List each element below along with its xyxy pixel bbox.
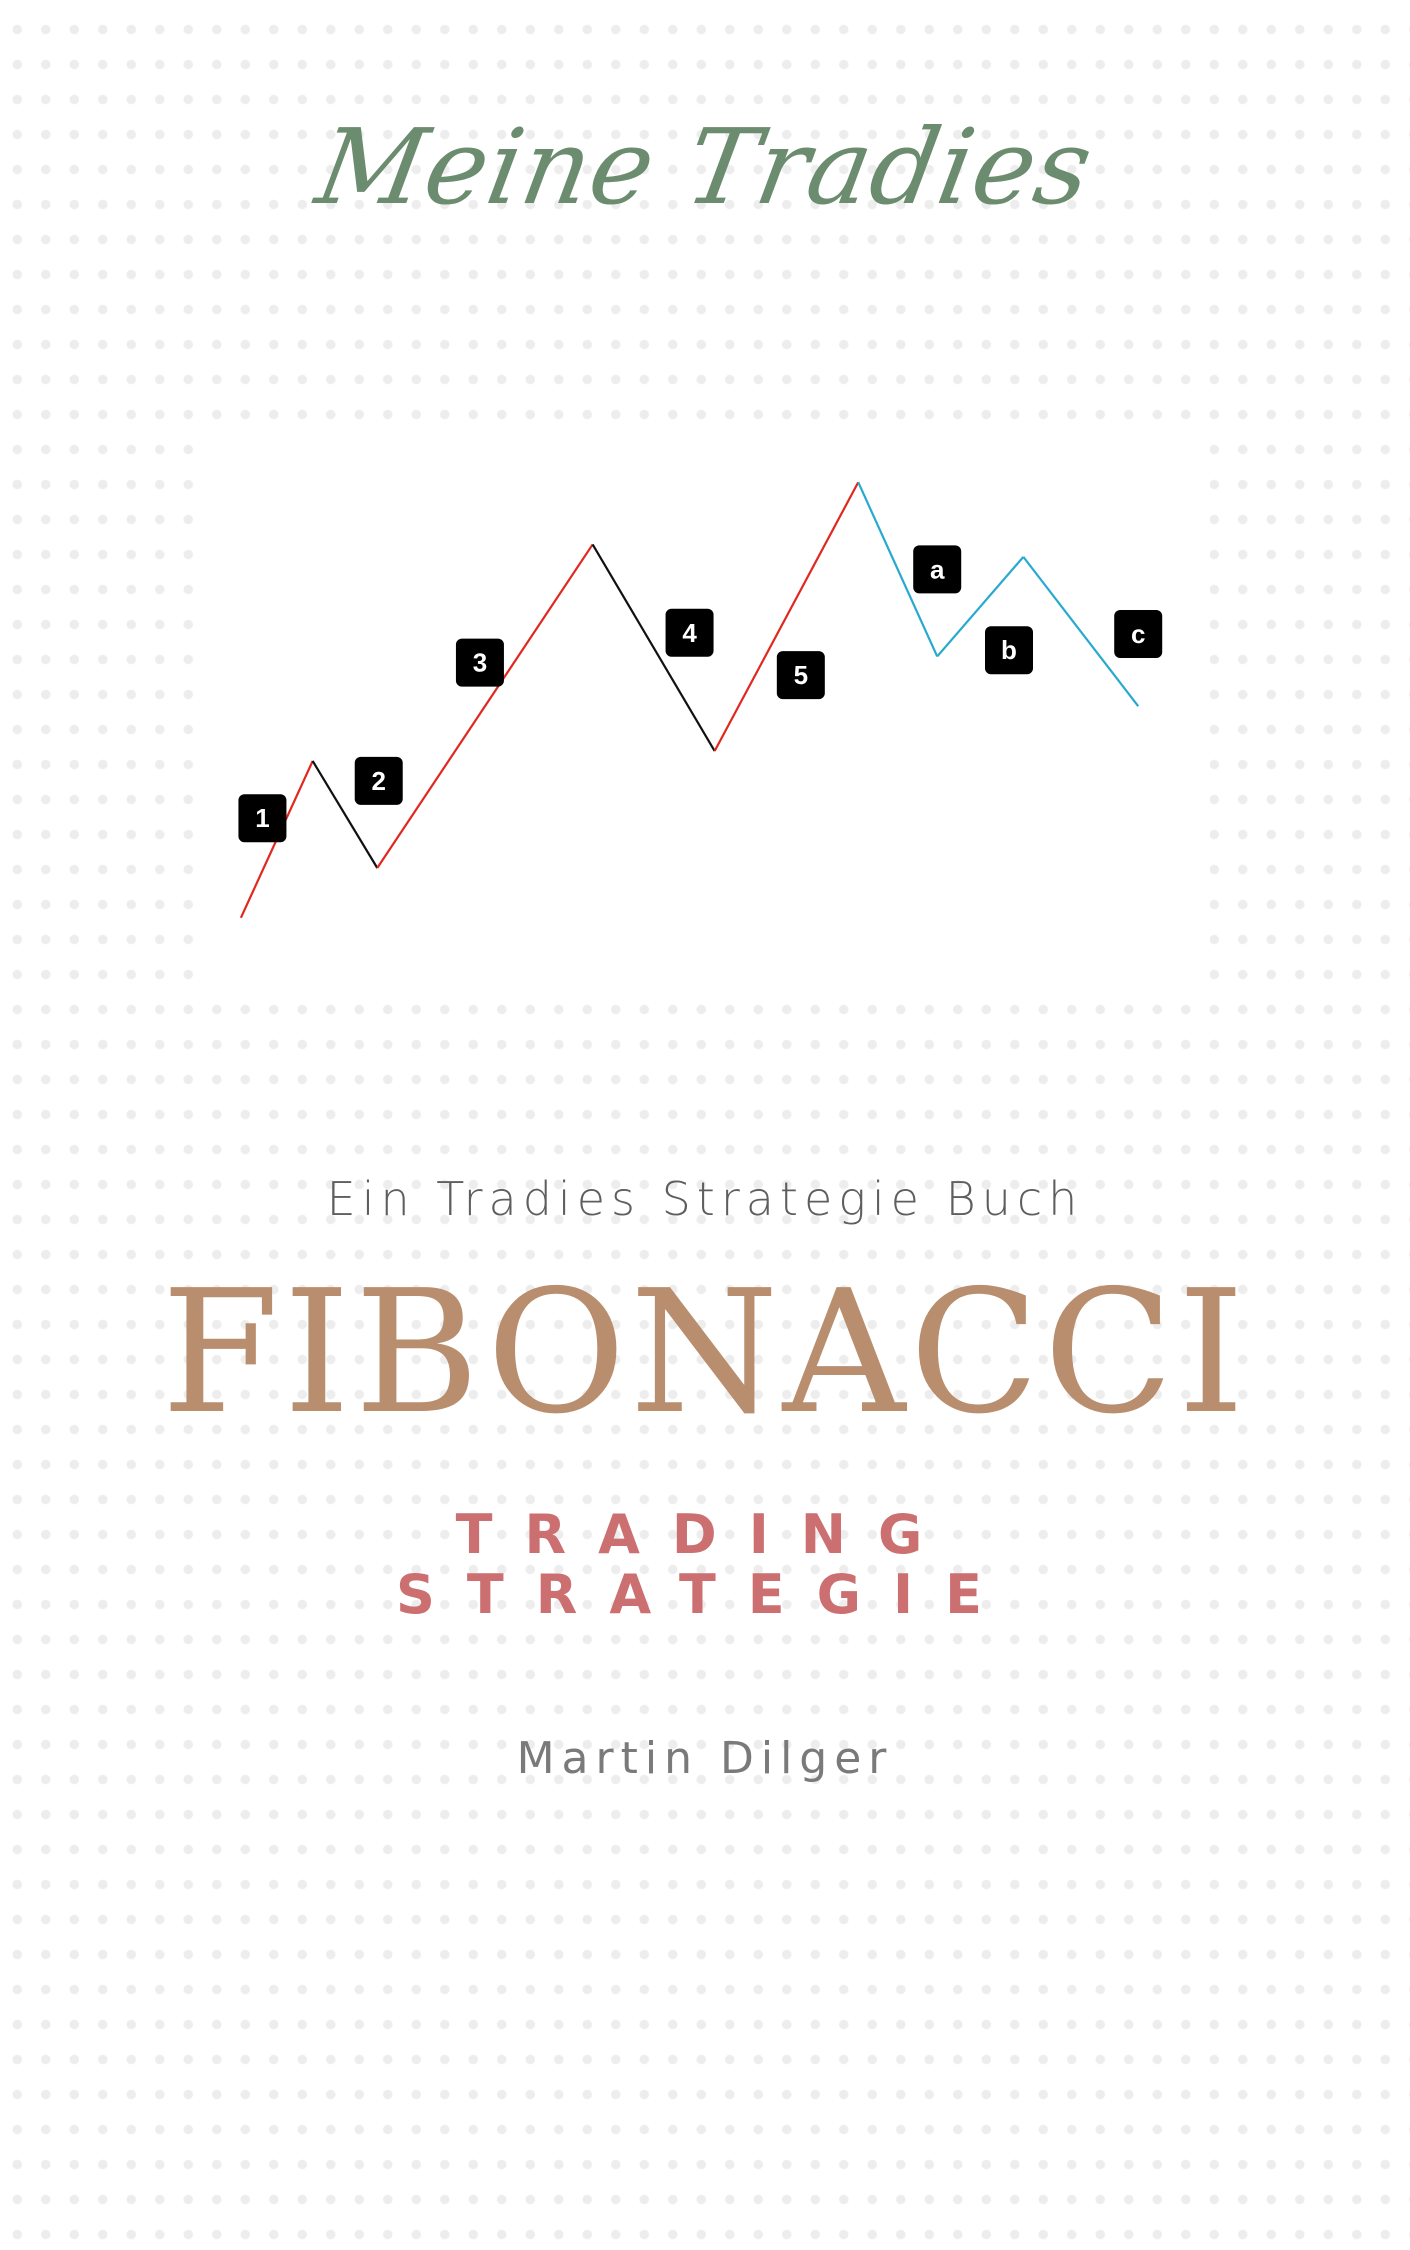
tagline-line-2: STRATEGIE — [396, 1563, 1014, 1626]
book-author: Martin Dilger — [516, 1733, 894, 1784]
brand-logo: Meine Tradies — [308, 106, 1102, 228]
wave-label-text: 2 — [371, 766, 385, 796]
wave-label-box — [238, 794, 287, 843]
book-title: FIBONACCI — [161, 1254, 1249, 1452]
wave-label-box — [354, 756, 403, 805]
wave-label-a: a — [913, 545, 962, 594]
wave-label-box — [1114, 610, 1163, 659]
wave-segment-impulse — [713, 481, 860, 752]
wave-label-box — [985, 626, 1033, 675]
wave-label-box — [913, 545, 962, 594]
wave-label-box — [665, 608, 714, 657]
wave-label-box — [776, 651, 825, 700]
wave-chart: 1 2 3 4 5 a b c — [205, 420, 1210, 980]
wave-label-text: 5 — [794, 660, 808, 690]
wave-label-text: 3 — [473, 648, 487, 678]
wave-segment-correction — [311, 760, 379, 869]
wave-label-text: 1 — [255, 803, 269, 833]
wave-label-text: b — [1001, 635, 1017, 665]
tagline-line-1: TRADING — [455, 1503, 955, 1566]
wave-segment-impulse — [376, 543, 594, 869]
wave-label-1: 1 — [238, 794, 287, 843]
wave-label-5: 5 — [776, 651, 825, 700]
wave-label-text: 4 — [682, 618, 697, 648]
wave-label-text: c — [1131, 619, 1145, 649]
wave-segment-abc — [857, 481, 939, 657]
wave-chart-svg: 1 2 3 4 5 a b c — [238, 481, 1163, 919]
wave-segment-abc — [1022, 556, 1140, 707]
wave-label-2: 2 — [354, 756, 403, 805]
wave-label-b: b — [985, 626, 1033, 675]
wave-segment-correction — [591, 543, 716, 752]
wave-label-3: 3 — [455, 638, 504, 687]
wave-label-box — [455, 638, 504, 687]
wave-label-c: c — [1114, 610, 1163, 659]
wave-segment-abc — [936, 556, 1025, 658]
wave-label-4: 4 — [665, 608, 714, 657]
wave-label-text: a — [930, 554, 945, 584]
book-subtitle: Ein Tradies Strategie Buch — [326, 1172, 1084, 1226]
